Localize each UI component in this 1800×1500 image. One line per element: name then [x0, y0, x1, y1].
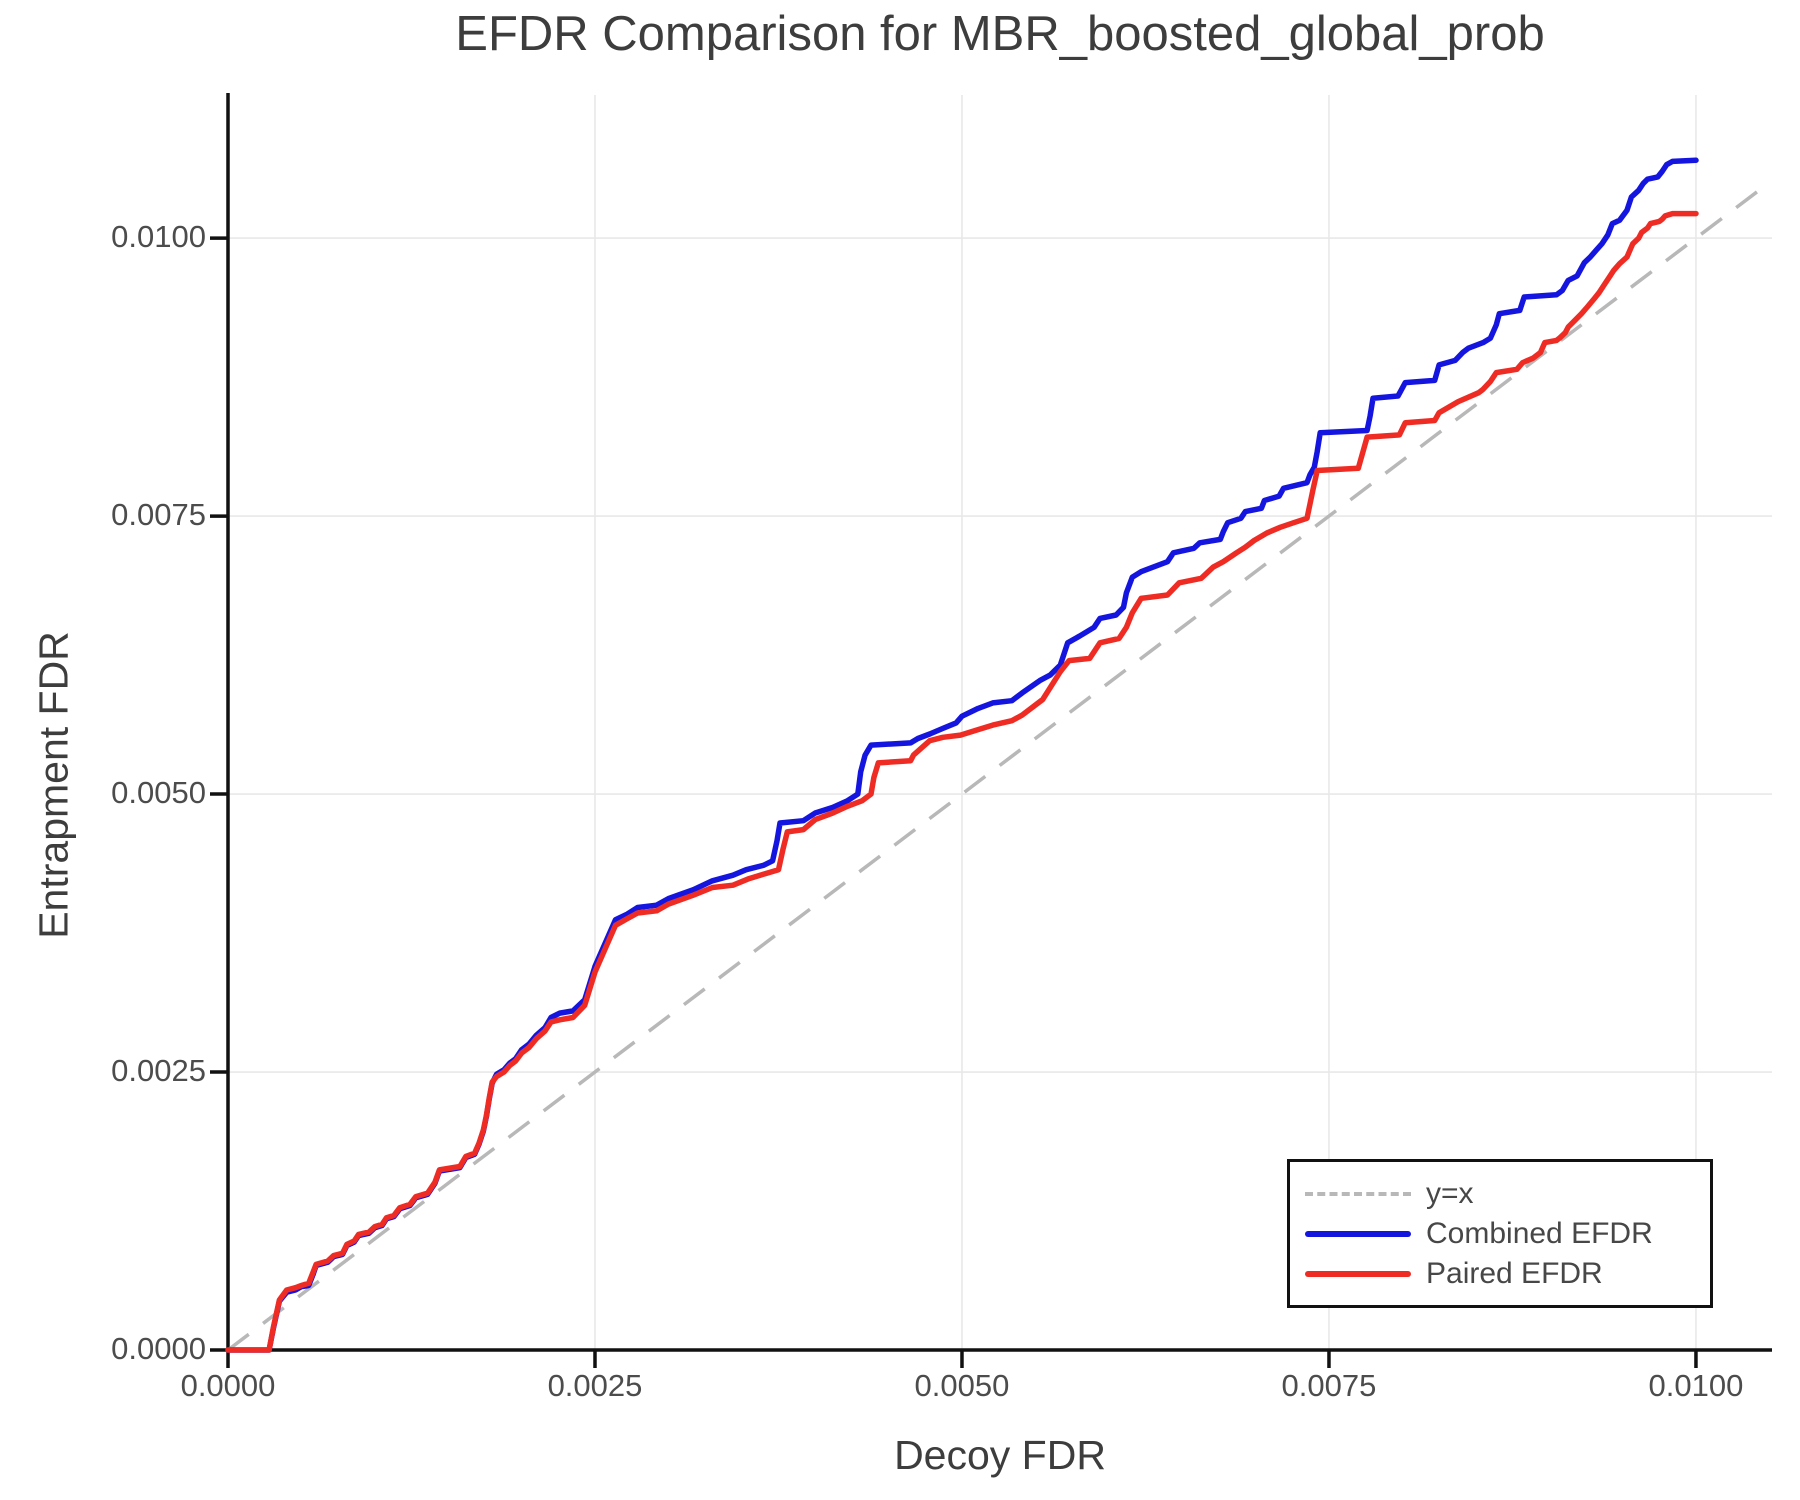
chart-title: EFDR Comparison for MBR_boosted_global_p…	[455, 7, 1545, 61]
y-tick-label: 0.0100	[111, 219, 206, 255]
legend-label-combined: Combined EFDR	[1426, 1216, 1653, 1250]
legend-row-combined: Combined EFDR	[1305, 1217, 1710, 1251]
x-tick-label: 0.0025	[547, 1368, 643, 1403]
legend-row-identity: y=x	[1305, 1177, 1710, 1211]
legend: y=x Combined EFDR Paired EFDR	[1287, 1159, 1713, 1308]
paired-efdr-line	[225, 210, 1699, 1353]
identity-dashed-line	[226, 181, 1771, 1352]
legend-label-paired: Paired EFDR	[1426, 1256, 1603, 1290]
axes-spines	[226, 93, 1772, 1352]
axis-tick-marks	[210, 236, 1698, 1368]
x-tick-label: 0.0000	[180, 1368, 276, 1403]
y-tick-label: 0.0050	[111, 775, 206, 811]
y-tick-label: 0.0075	[111, 497, 206, 533]
identity-line-sample	[1305, 1191, 1411, 1196]
x-tick-label: 0.0050	[914, 1368, 1010, 1403]
x-tick-label: 0.0075	[1281, 1368, 1377, 1403]
paired-line-sample	[1305, 1270, 1411, 1277]
y-tick-label: 0.0025	[111, 1053, 206, 1089]
legend-row-paired: Paired EFDR	[1305, 1257, 1710, 1291]
legend-label-identity: y=x	[1426, 1176, 1474, 1210]
x-axis-label: Decoy FDR	[894, 1432, 1106, 1478]
x-tick-label: 0.0100	[1648, 1368, 1744, 1403]
combined-line-sample	[1305, 1230, 1411, 1237]
y-tick-label: 0.0000	[111, 1331, 206, 1366]
